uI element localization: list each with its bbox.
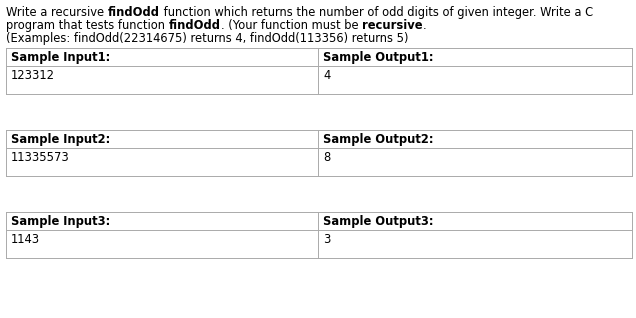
Text: findOdd: findOdd xyxy=(169,19,221,32)
Text: 8: 8 xyxy=(323,151,330,164)
Text: findOdd: findOdd xyxy=(107,6,160,19)
Text: .: . xyxy=(422,19,426,32)
Text: 123312: 123312 xyxy=(11,69,55,82)
Text: 1143: 1143 xyxy=(11,233,40,246)
Text: program that tests function: program that tests function xyxy=(6,19,169,32)
Text: Sample Output1:: Sample Output1: xyxy=(323,51,434,64)
Text: Sample Input1:: Sample Input1: xyxy=(11,51,110,64)
Text: Sample Output3:: Sample Output3: xyxy=(323,215,434,228)
Text: 4: 4 xyxy=(323,69,330,82)
Text: 11335573: 11335573 xyxy=(11,151,70,164)
Text: . (Your function must be: . (Your function must be xyxy=(221,19,362,32)
Text: function which returns the number of odd digits of given integer. Write a C: function which returns the number of odd… xyxy=(160,6,593,19)
Text: (Examples: findOdd(22314675) returns 4, findOdd(113356) returns 5): (Examples: findOdd(22314675) returns 4, … xyxy=(6,32,408,45)
Text: Write a recursive: Write a recursive xyxy=(6,6,107,19)
Text: Sample Input3:: Sample Input3: xyxy=(11,215,110,228)
Text: recursive: recursive xyxy=(362,19,422,32)
Text: Sample Output2:: Sample Output2: xyxy=(323,133,434,146)
Text: 3: 3 xyxy=(323,233,330,246)
Text: Sample Input2:: Sample Input2: xyxy=(11,133,110,146)
